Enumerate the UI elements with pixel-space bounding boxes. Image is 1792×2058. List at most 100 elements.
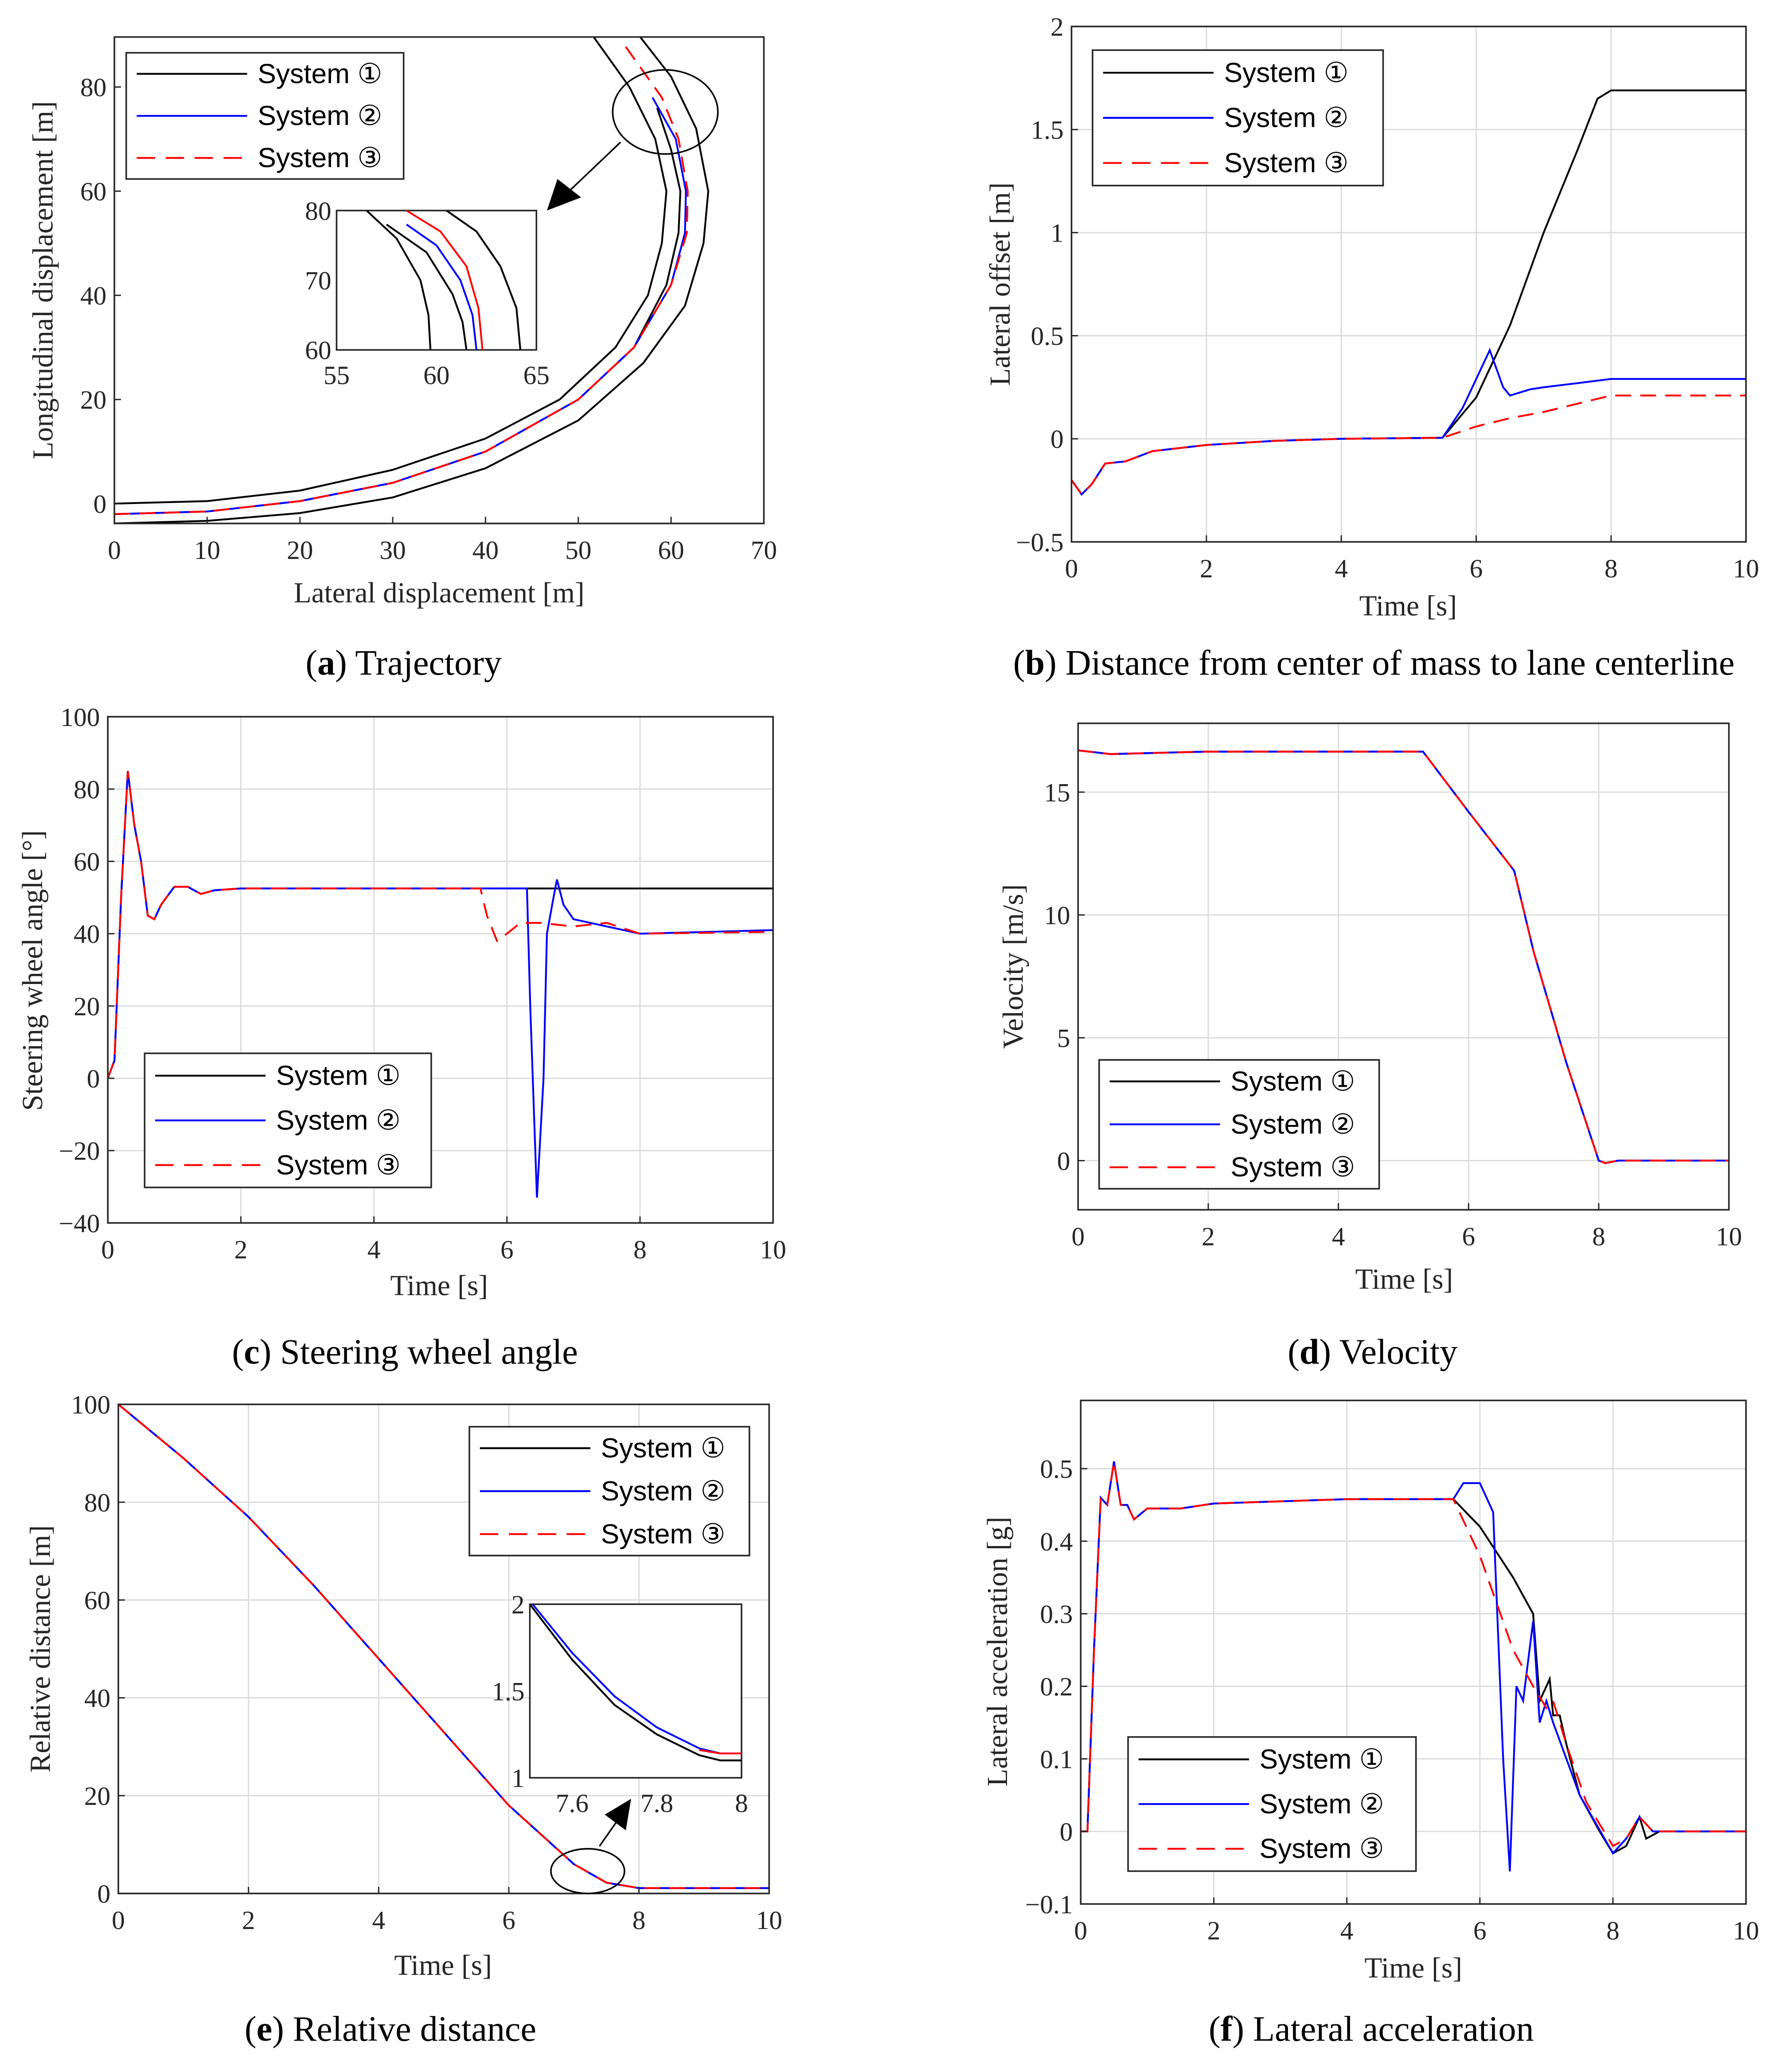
x-tick-label: 10 xyxy=(1716,1222,1742,1251)
x-tick-label: 30 xyxy=(379,535,406,565)
y-tick-label: 0.1 xyxy=(1040,1745,1073,1774)
legend: System ① System ② System ③ xyxy=(144,1052,432,1188)
x-axis-label: Lateral displacement [m] xyxy=(294,577,585,609)
legend-label: System ① xyxy=(1224,58,1349,88)
x-tick-label: 60 xyxy=(658,535,684,565)
caption-paren: ( xyxy=(1288,1332,1300,1371)
y-tick-label: 20 xyxy=(74,992,100,1021)
inset-x-tick-label: 60 xyxy=(423,361,449,390)
x-tick-label: 0 xyxy=(112,1906,125,1935)
caption: (a) Trajectory xyxy=(305,644,502,683)
legend-label: System ① xyxy=(258,59,382,89)
plot-frame xyxy=(1070,25,1747,543)
caption-paren: ( xyxy=(245,2010,257,2049)
caption-letter: a xyxy=(317,644,335,683)
y-tick-label: 60 xyxy=(74,847,100,876)
caption-paren: ( xyxy=(305,644,317,683)
legend-label: System ③ xyxy=(601,1519,726,1550)
y-tick-label: 1 xyxy=(1050,219,1064,248)
legend-label: System ③ xyxy=(1260,1834,1384,1864)
y-tick-label: 1.5 xyxy=(1031,115,1064,144)
x-tick-label: 0 xyxy=(1074,1916,1087,1945)
x-tick-label: 4 xyxy=(367,1235,381,1264)
y-tick-label: 80 xyxy=(74,775,100,804)
inset-line-s3 xyxy=(406,211,484,350)
inset-series xyxy=(530,1604,742,1761)
zoom-circle-e xyxy=(550,1848,625,1894)
series-line-system-③ xyxy=(118,1404,769,1889)
y-tick-label: 0 xyxy=(1050,425,1064,454)
y-tick-label: 100 xyxy=(60,703,100,732)
y-tick-label: 40 xyxy=(74,919,100,949)
legend: System ① System ② System ③ xyxy=(1098,1059,1380,1190)
plot-frame xyxy=(1080,1399,1747,1905)
x-tick-label: 40 xyxy=(472,535,499,565)
x-tick-label: 8 xyxy=(632,1906,646,1935)
x-tick-label: 50 xyxy=(565,535,591,565)
y-axis-label: Steering wheel angle [°] xyxy=(17,830,49,1111)
inset-y-tick-label: 80 xyxy=(305,196,331,226)
x-tick-label: 0 xyxy=(101,1235,114,1264)
legend-label: System ② xyxy=(1224,103,1349,133)
inset-line-s1 xyxy=(366,211,432,350)
series-line-system-② xyxy=(114,97,687,515)
legend: System ① System ② System ③ xyxy=(125,52,405,180)
y-axis-label: Lateral acceleration [g] xyxy=(982,1517,1014,1787)
series-line-system-③ xyxy=(1071,394,1746,496)
arrowhead-icon xyxy=(547,179,582,211)
y-tick-label: 0.5 xyxy=(1031,321,1064,351)
plot-frame xyxy=(1077,722,1730,1211)
plot-frame xyxy=(113,36,765,524)
series-group xyxy=(114,37,710,523)
y-tick-label: 60 xyxy=(84,1586,110,1615)
legend-label: System ③ xyxy=(276,1150,401,1180)
x-tick-label: 6 xyxy=(502,1906,515,1935)
x-tick-label: 4 xyxy=(372,1906,385,1935)
x-tick-label: 6 xyxy=(1462,1222,1475,1251)
inset-line-s1 xyxy=(386,223,468,350)
caption-letter: f xyxy=(1221,2010,1233,2049)
inset-y-tick-label: 2 xyxy=(511,1590,525,1619)
legend-label: System ③ xyxy=(1230,1152,1355,1183)
legend-label: System ① xyxy=(1230,1066,1355,1097)
caption: (f) Lateral acceleration xyxy=(1209,2010,1534,2049)
caption-paren: ( xyxy=(232,1332,244,1371)
inset-x-tick-label: 7.8 xyxy=(640,1789,673,1818)
series-group xyxy=(1081,1461,1746,1872)
caption: (d) Velocity xyxy=(1288,1332,1457,1371)
y-tick-label: 0 xyxy=(98,1879,111,1909)
caption-text: ) Distance from center of mass to lane c… xyxy=(1045,644,1734,683)
panel-d: 0 2 4 6 8 10 0 5 10 15 Time [s] Velocity [m/s] (d) V… xyxy=(998,722,1742,1371)
y-axis-label: Relative distance [m] xyxy=(25,1525,57,1773)
caption-letter: b xyxy=(1025,644,1045,683)
series-group xyxy=(1071,89,1746,496)
y-tick-label: 0.2 xyxy=(1040,1672,1073,1701)
x-tick-label: 20 xyxy=(287,535,313,565)
caption-text: ) Lateral acceleration xyxy=(1232,2010,1534,2049)
legend-label: System ③ xyxy=(1224,148,1349,178)
caption-text: ) Relative distance xyxy=(272,2010,536,2049)
x-tick-label: 8 xyxy=(1592,1222,1605,1251)
y-tick-label: 10 xyxy=(1044,901,1070,930)
x-tick-label: 8 xyxy=(633,1235,647,1264)
legend-label: System ① xyxy=(1260,1744,1384,1775)
y-tick-label: 100 xyxy=(71,1390,110,1419)
series-group xyxy=(108,771,773,1198)
y-tick-label: 15 xyxy=(1044,778,1070,807)
inset-series xyxy=(366,211,522,350)
inset-line-s1 xyxy=(530,1604,742,1761)
x-tick-label: 4 xyxy=(1332,1222,1345,1251)
x-tick-label: 4 xyxy=(1340,1916,1354,1945)
x-tick-label: 10 xyxy=(1733,554,1759,583)
x-tick-label: 0 xyxy=(108,535,121,565)
y-tick-label: 60 xyxy=(80,177,106,206)
caption-paren: ( xyxy=(1013,644,1025,683)
x-tick-label: 10 xyxy=(760,1235,786,1264)
y-tick-label: 0.3 xyxy=(1040,1600,1073,1629)
x-axis-label: Time [s] xyxy=(1359,590,1457,622)
caption-letter: d xyxy=(1300,1332,1320,1371)
series-line-system-③ xyxy=(114,44,689,515)
